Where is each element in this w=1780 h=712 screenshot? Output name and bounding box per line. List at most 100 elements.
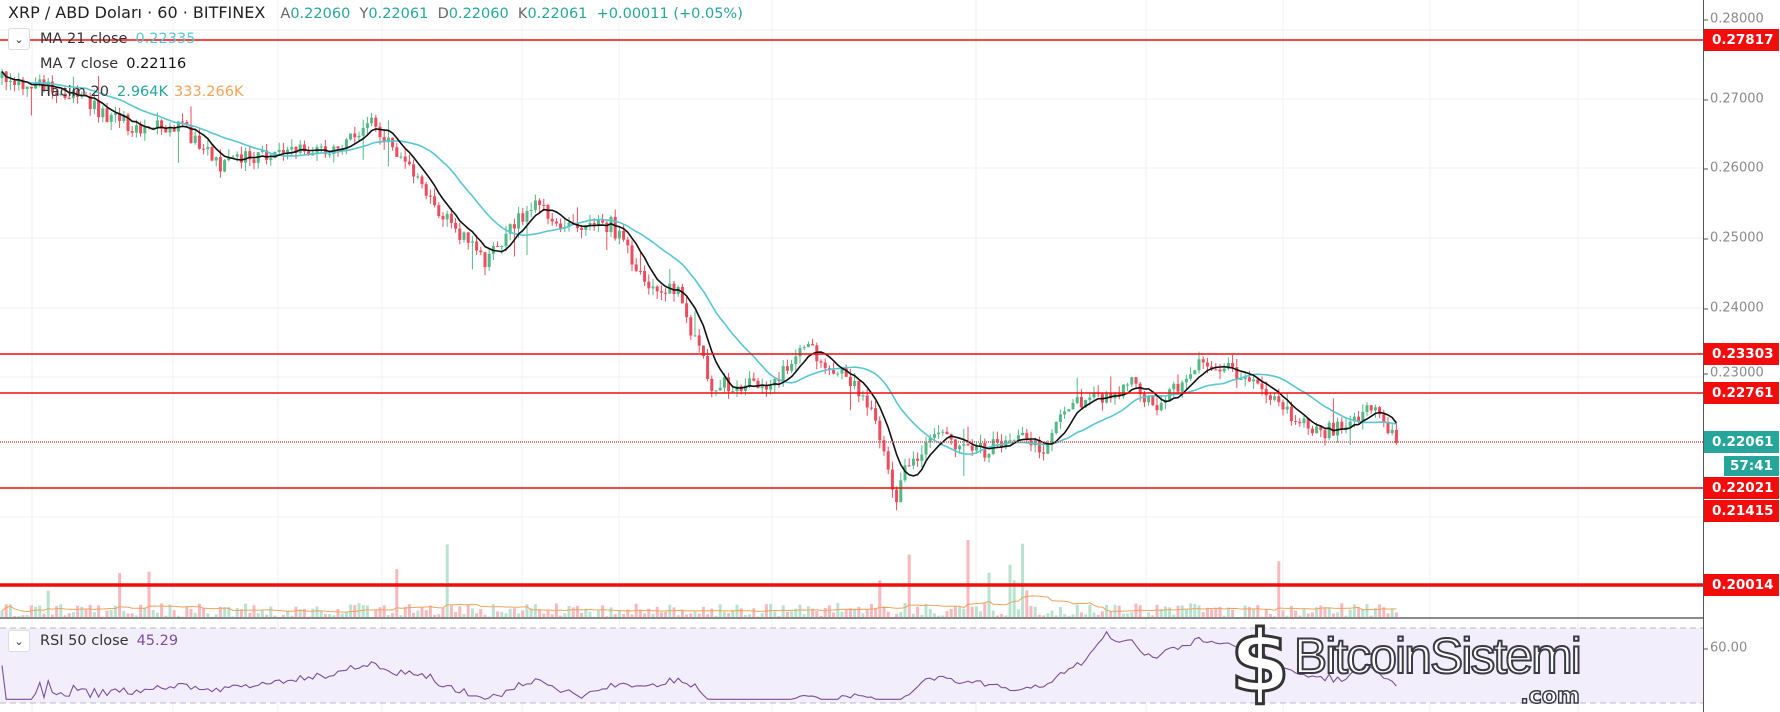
candlesticks (0, 68, 1398, 511)
candle-body (412, 164, 416, 177)
candle-body (437, 205, 441, 217)
candle-body (785, 366, 789, 371)
candle-body (743, 385, 747, 391)
volume-bar (1205, 607, 1209, 617)
volume-bar (1189, 603, 1193, 617)
volume-bar (1214, 608, 1218, 617)
volume-bar (17, 615, 21, 617)
volume-bar (886, 611, 890, 617)
volume-bar (1180, 605, 1184, 617)
candle-body (1172, 383, 1176, 390)
volume-bar (512, 608, 516, 617)
candle-body (1331, 422, 1335, 436)
candle-body (903, 465, 907, 481)
volume-bar (857, 606, 861, 617)
volume-bar (1126, 613, 1130, 617)
volume-bar (1357, 607, 1361, 617)
collapse-legend-button[interactable]: ⌄ (8, 28, 30, 50)
candle-body (1260, 383, 1264, 390)
volume-bar (1109, 611, 1113, 617)
candle-body (1373, 407, 1377, 411)
volume-bar (777, 616, 781, 617)
high-value: 0.22061 (368, 6, 429, 22)
legend-volume[interactable]: Hacim 20 2.964K 333.266K (8, 84, 244, 100)
price-chart[interactable] (0, 0, 1703, 712)
volume-bar (878, 580, 882, 617)
legend-rsi[interactable]: ⌄ RSI 50 close 45.29 (8, 630, 178, 652)
volume-bar (596, 610, 600, 617)
volume-bar (206, 613, 210, 617)
volume-bar (571, 607, 575, 617)
grid-lines (0, 0, 1703, 712)
candle-body (361, 127, 365, 136)
volume-bar (1281, 610, 1285, 617)
volume-bar (97, 605, 101, 617)
symbol-title[interactable]: XRP / ABD Doları · 60 · BITFINEX (8, 3, 266, 22)
volume-bar (365, 605, 369, 617)
price-axis[interactable]: 0.28000 0.27000 0.26000 0.25000 0.24000 … (1703, 0, 1780, 712)
volume-bar (164, 615, 168, 617)
volume-bar (67, 613, 71, 617)
volume-bar (517, 613, 521, 617)
horizontal-level-lines[interactable] (0, 39, 1703, 587)
volume-bar (231, 616, 235, 617)
volume-bar (286, 610, 290, 617)
candle-body (454, 222, 458, 229)
candle-body (1021, 432, 1025, 436)
candle-body (38, 79, 42, 84)
collapse-rsi-button[interactable]: ⌄ (8, 630, 30, 652)
candle-body (911, 458, 915, 466)
volume-bar (491, 604, 495, 617)
candle-body (823, 362, 827, 369)
volume-bar (647, 608, 651, 617)
candle-body (71, 90, 75, 99)
volume-bar (1340, 603, 1344, 617)
volume-bar (1336, 612, 1340, 617)
volume-bar (559, 615, 563, 617)
volume-bar (802, 614, 806, 617)
candle-body (1243, 377, 1247, 380)
volume-bar (865, 609, 869, 617)
candle-body (349, 133, 353, 140)
candle-body (416, 176, 420, 178)
candle-body (1159, 402, 1163, 411)
candle-body (92, 100, 96, 110)
volume-bar (790, 611, 794, 617)
volume-bar (378, 607, 382, 617)
volume-bar (739, 608, 743, 617)
volume-bar (160, 603, 164, 617)
volume-bar (1306, 613, 1310, 617)
candle-body (941, 431, 945, 433)
volume-bar (1294, 610, 1298, 617)
low-label: D (437, 6, 449, 22)
candle-body (1239, 379, 1243, 381)
candle-body (202, 148, 206, 150)
candle-body (80, 95, 84, 97)
candle-body (567, 222, 571, 227)
candle-body (13, 80, 17, 85)
candle-body (1025, 432, 1029, 440)
volume-bar (521, 610, 525, 617)
candle-body (1147, 396, 1151, 403)
candle-body (34, 83, 38, 89)
candle-body (710, 378, 714, 391)
legend-ma21[interactable]: ⌄ MA 21 close 0.22335 (8, 28, 195, 50)
volume-bar (1319, 605, 1323, 617)
volume-bar (1365, 604, 1369, 617)
volume-bar (1247, 606, 1251, 617)
candle-body (307, 151, 311, 156)
candle-body (1121, 384, 1125, 397)
candle-body (832, 370, 836, 374)
volume-bar (815, 610, 819, 617)
volume-bar (281, 615, 285, 617)
candle-body (538, 200, 542, 205)
candle-body (210, 147, 214, 161)
ma21-line (1, 70, 1397, 455)
candle-body (722, 377, 726, 388)
candle-body (1205, 362, 1209, 367)
volume-bar (701, 606, 705, 617)
volume-bar (475, 613, 479, 617)
legend-ma7[interactable]: MA 7 close 0.22116 (8, 56, 186, 72)
candle-body (748, 378, 752, 386)
volume-bar (113, 605, 117, 617)
